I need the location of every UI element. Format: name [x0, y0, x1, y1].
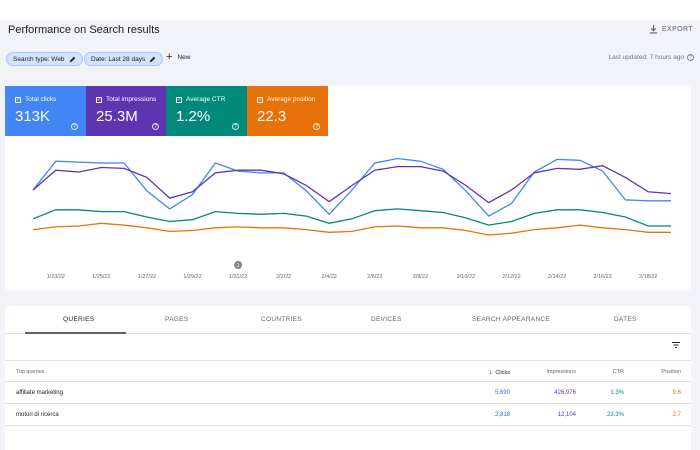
tab-countries[interactable]: COUNTRIES — [261, 316, 302, 323]
query-text: affiliate marketing — [16, 390, 63, 396]
x-tick-label: 1/25/22 — [92, 274, 110, 280]
metric-average-position[interactable]: ✓ Average position 22.3 ? — [247, 86, 328, 136]
tab-pages[interactable]: PAGES — [165, 316, 189, 323]
x-tick-label: 2/8/22 — [413, 274, 428, 280]
annotation-marker[interactable]: 1 — [234, 261, 243, 269]
ctr-value: 23.3% — [606, 412, 624, 418]
plus-icon: + — [166, 51, 173, 63]
x-tick-label: 2/2/22 — [276, 274, 291, 280]
position-value: 9.6 — [672, 390, 681, 396]
tab-devices[interactable]: DEVICES — [371, 316, 402, 323]
chip-label: Search type: Web — [13, 55, 65, 63]
search-type-chip[interactable]: Search type: Web — [6, 52, 83, 66]
help-icon[interactable]: ? — [687, 54, 694, 61]
metric-value: 1.2% — [176, 108, 211, 125]
table-row[interactable]: motori di ricerca 2,818 12,104 23.3% 2.7 — [5, 404, 691, 426]
header-position[interactable]: Position — [661, 369, 681, 375]
clicks-value: 5,690 — [494, 390, 510, 396]
edit-pencil-icon — [69, 56, 75, 62]
last-updated: Last updated: 7 hours ago ? — [608, 54, 694, 61]
impressions-value: 12,104 — [557, 412, 576, 418]
edit-pencil-icon — [149, 56, 156, 62]
export-label: EXPORT — [661, 26, 693, 33]
metric-total-clicks[interactable]: ✓ Total clicks 313K ? — [5, 86, 86, 136]
x-tick-label: 2/4/22 — [322, 274, 337, 280]
checkbox-icon[interactable]: ✓ — [15, 96, 21, 103]
last-updated-text: Last updated: 7 hours ago — [608, 54, 684, 61]
series-line-average-position — [32, 222, 671, 236]
series-line-average-ctr — [32, 208, 671, 227]
help-icon[interactable]: ? — [232, 123, 239, 130]
query-text: motori di ricerca — [16, 412, 59, 418]
x-tick-label: 1/23/22 — [47, 274, 65, 280]
header-top-queries[interactable]: Top queries — [16, 369, 45, 375]
annotation-marker-label: 1 — [237, 263, 240, 269]
impressions-value: 426,976 — [554, 390, 576, 396]
sort-arrow-icon: ↓ — [488, 369, 493, 376]
help-icon[interactable]: ? — [71, 123, 78, 130]
help-icon[interactable]: ? — [313, 123, 320, 130]
results-table-card: QUERIES PAGES COUNTRIES DEVICES SEARCH A… — [5, 306, 691, 450]
series-line-total-impressions — [32, 165, 672, 204]
ctr-value: 1.3% — [610, 390, 624, 396]
x-tick-label: 1/29/22 — [183, 274, 201, 280]
export-button[interactable]: EXPORT — [649, 25, 693, 34]
x-tick-label: 2/6/22 — [367, 274, 382, 280]
dimension-tabs: QUERIES PAGES COUNTRIES DEVICES SEARCH A… — [5, 306, 691, 334]
x-tick-label: 1/27/22 — [138, 274, 156, 280]
date-range-chip[interactable]: Date: Last 28 days — [84, 52, 164, 66]
header-impressions[interactable]: Impressions — [546, 369, 576, 375]
header-clicks[interactable]: ↓ Clicks — [488, 369, 510, 376]
new-filter-button[interactable]: + New — [166, 51, 191, 63]
header-ctr[interactable]: CTR — [612, 369, 624, 375]
help-icon[interactable]: ? — [152, 123, 159, 130]
position-value: 2.7 — [672, 412, 681, 418]
x-tick-label: 2/12/22 — [502, 274, 520, 280]
checkbox-icon[interactable]: ✓ — [176, 96, 182, 103]
tab-search-appearance[interactable]: SEARCH APPEARANCE — [472, 316, 551, 323]
tab-queries[interactable]: QUERIES — [63, 316, 95, 323]
metric-value: 25.3M — [96, 108, 138, 125]
filter-bar: Search type: Web Date: Last 28 days + Ne… — [0, 44, 700, 72]
x-tick-label: 2/16/22 — [593, 274, 611, 280]
metric-total-impressions[interactable]: ✓ Total impressions 25.3M ? — [86, 86, 167, 136]
active-tab-indicator — [25, 332, 126, 334]
clicks-value: 2,818 — [494, 412, 510, 418]
metric-label: Average CTR — [186, 96, 226, 103]
download-icon — [649, 25, 658, 34]
x-tick-label: 2/10/22 — [457, 274, 475, 280]
metric-label: Total impressions — [106, 96, 157, 103]
metric-average-ctr[interactable]: ✓ Average CTR 1.2% ? — [166, 86, 247, 136]
metric-label: Total clicks — [25, 96, 57, 103]
x-tick-label: 2/18/22 — [639, 274, 657, 280]
x-tick-label: 1/31/22 — [229, 274, 247, 280]
performance-chart: 1/23/22 1/25/22 1/27/22 1/29/22 1/31/22 2/2/2… — [32, 157, 672, 280]
new-label: New — [177, 53, 191, 61]
metric-value: 313K — [15, 108, 51, 125]
header-bar: Performance on Search results EXPORT — [0, 20, 700, 44]
metric-label: Average position — [267, 96, 316, 103]
checkbox-icon[interactable]: ✓ — [96, 96, 102, 103]
table-header: Top queries ↓ Clicks Impressions CTR Posi… — [5, 360, 691, 382]
filter-rows-icon[interactable] — [671, 340, 681, 350]
metric-value: 22.3 — [257, 108, 287, 125]
chip-label: Date: Last 28 days — [91, 55, 146, 63]
series-line-total-clicks — [32, 157, 671, 217]
checkbox-icon[interactable]: ✓ — [257, 96, 263, 103]
page-title: Performance on Search results — [8, 24, 160, 36]
tab-dates[interactable]: DATES — [614, 316, 637, 323]
table-row[interactable]: affiliate marketing 5,690 426,976 1.3% 9… — [5, 382, 691, 404]
x-tick-label: 2/14/22 — [548, 274, 566, 280]
